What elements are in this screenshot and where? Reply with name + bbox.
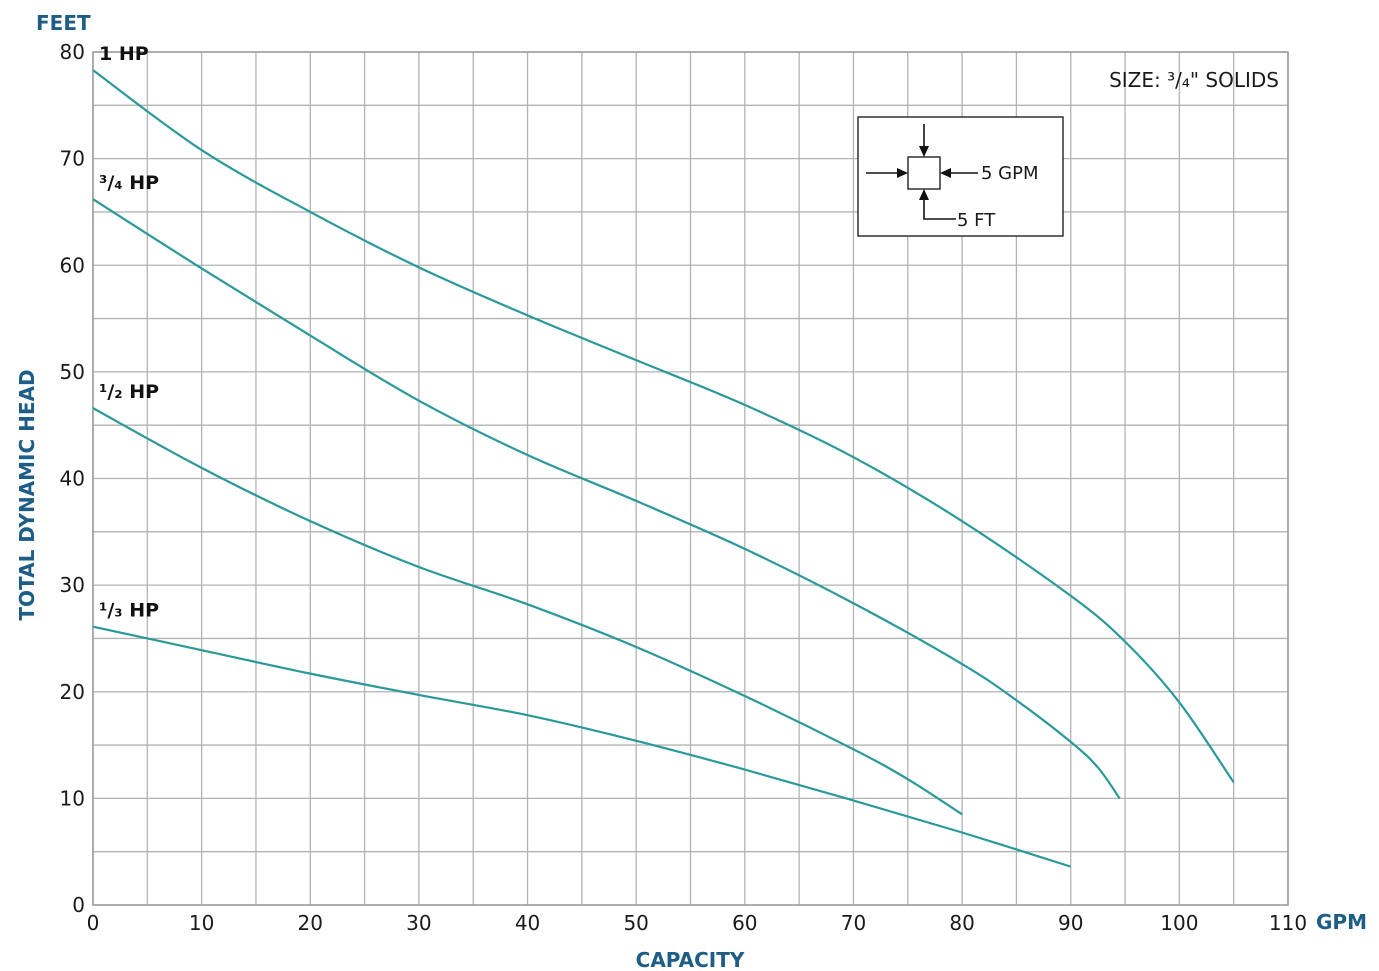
scale-key-square: [907, 156, 941, 190]
x-tick-label: 10: [189, 911, 214, 935]
scale-key-arrows: [866, 124, 978, 220]
x-tick-label: 0: [87, 911, 100, 935]
y-tick-label: 80: [60, 40, 85, 64]
curve-line: [92, 407, 963, 816]
tick-labels: 0 10 20 30 40 50 60 70 80 90 100 110 0 10 20 30 40 50 60 70…: [60, 40, 1308, 935]
series-label: ³/₄ HP: [99, 172, 159, 194]
scale-key-x-step: 5 GPM: [981, 163, 1039, 184]
series-label: 1 HP: [99, 43, 149, 65]
chart-grid: [92, 51, 1289, 906]
y-tick-label: 10: [60, 786, 85, 810]
y-tick-label: 30: [60, 573, 85, 597]
series-label-group: 1 HP ³/₄ HP ¹/₂ HP ¹/₃ HP: [99, 43, 159, 622]
x-tick-label: 60: [732, 911, 757, 935]
x-tick-label: 80: [949, 911, 974, 935]
size-annotation: SIZE: ³/₄" SOLIDS: [1109, 68, 1279, 92]
x-unit-label: GPM: [1316, 910, 1367, 934]
y-tick-label: 70: [60, 147, 85, 171]
curve-line: [92, 625, 1072, 868]
plot-frame: [92, 51, 1289, 906]
x-tick-label: 50: [623, 911, 648, 935]
series-label: ¹/₂ HP: [99, 381, 159, 403]
x-tick-label: 100: [1160, 911, 1198, 935]
y-tick-label: 40: [60, 467, 85, 491]
y-tick-label: 50: [60, 360, 85, 384]
curve-group: [92, 69, 1235, 868]
series-label: ¹/₃ HP: [99, 600, 159, 622]
y-axis-title: TOTAL DYNAMIC HEAD: [15, 369, 39, 620]
x-tick-label: 70: [841, 911, 866, 935]
scale-key: 5 GPM 5 FT: [857, 116, 1064, 237]
y-tick-label: 0: [72, 893, 85, 917]
curve-line: [92, 198, 1121, 800]
y-tick-label: 60: [60, 253, 85, 277]
x-tick-label: 90: [1058, 911, 1083, 935]
x-tick-label: 110: [1269, 911, 1307, 935]
curve-line: [92, 69, 1235, 783]
x-tick-label: 30: [406, 911, 431, 935]
y-tick-label: 20: [60, 680, 85, 704]
x-tick-label: 20: [298, 911, 323, 935]
scale-key-y-step: 5 FT: [957, 210, 996, 231]
y-unit-label: FEET: [36, 11, 91, 35]
x-tick-label: 40: [515, 911, 540, 935]
x-axis-title: CAPACITY: [636, 948, 745, 971]
scale-key-box: [857, 116, 1064, 237]
